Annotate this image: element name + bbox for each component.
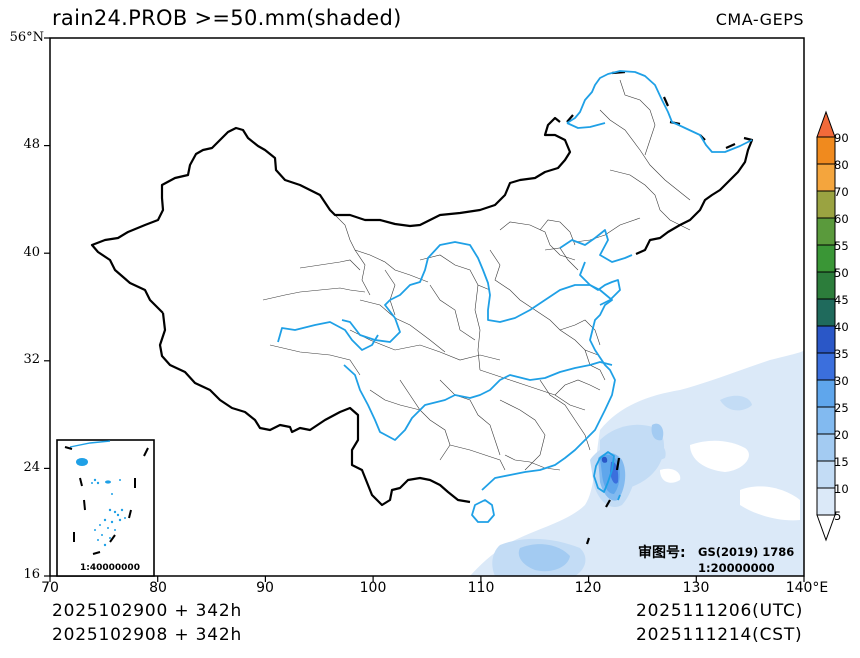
- y-tick-24: 24: [23, 460, 40, 475]
- y-tick-40: 40: [23, 245, 40, 260]
- coastline-rivers: [277, 70, 753, 523]
- colorbar-label-35: 35: [834, 347, 849, 361]
- x-tick-110: 110: [467, 580, 495, 596]
- colorbar-label-45: 45: [834, 293, 849, 307]
- plot-frame: [49, 37, 805, 577]
- valid-time-utc: 2025111206(UTC): [636, 601, 804, 621]
- colorbar-label-5: 5: [834, 509, 842, 523]
- x-tick-120: 120: [574, 580, 602, 596]
- model-source-label: CMA-GEPS: [715, 10, 804, 29]
- x-tick-100: 100: [359, 580, 387, 596]
- probability-shading: [470, 350, 804, 576]
- x-tick-140: 140°E: [785, 580, 829, 596]
- x-tick-90: 90: [256, 580, 274, 596]
- inset-map-scale: 1:40000000: [80, 563, 140, 573]
- colorbar-label-10: 10: [834, 482, 849, 496]
- colorbar-label-15: 15: [834, 455, 849, 469]
- chart-title: rain24.PROB >=50.mm(shaded): [52, 6, 402, 30]
- inset-map: [56, 439, 155, 577]
- main-map-scale: 1:20000000: [698, 561, 775, 575]
- colorbar-label-50: 50: [834, 266, 849, 280]
- x-tick-130: 130: [682, 580, 710, 596]
- colorbar-label-70: 70: [834, 185, 849, 199]
- y-tick-32: 32: [23, 352, 40, 367]
- national-border: [90, 70, 754, 507]
- approval-label: 审图号:: [638, 545, 686, 561]
- y-tick-48: 48: [23, 137, 40, 152]
- axis-ticks: [44, 37, 805, 582]
- colorbar-label-60: 60: [834, 212, 849, 226]
- dashed-sea-border: [585, 457, 621, 545]
- y-tick-16: 16: [23, 567, 40, 582]
- approval-code: GS(2019) 1786: [698, 545, 795, 559]
- x-tick-80: 80: [149, 580, 167, 596]
- x-tick-70: 70: [41, 580, 59, 596]
- y-tick-56: 56°N: [9, 30, 44, 45]
- colorbar-label-20: 20: [834, 428, 849, 442]
- colorbar-label-30: 30: [834, 374, 849, 388]
- colorbar-label-40: 40: [834, 320, 849, 334]
- colorbar-label-90: 90: [834, 131, 849, 145]
- colorbar-label-80: 80: [834, 158, 849, 172]
- colorbar-label-55: 55: [834, 239, 849, 253]
- init-time-cst: 2025102908 + 342h: [52, 625, 243, 645]
- valid-time-cst: 2025111214(CST): [636, 625, 803, 645]
- colorbar: [816, 110, 836, 542]
- colorbar-label-25: 25: [834, 401, 849, 415]
- province-borders: [262, 79, 691, 471]
- init-time-utc: 2025102900 + 342h: [52, 601, 243, 621]
